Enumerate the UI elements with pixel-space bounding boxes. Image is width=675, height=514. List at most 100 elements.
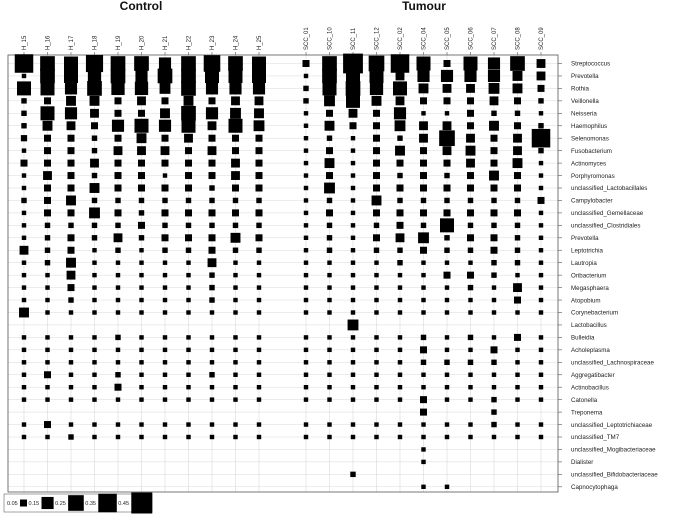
abundance-square [230, 232, 241, 243]
abundance-square [253, 120, 265, 132]
column-label: H_16 [46, 35, 52, 50]
abundance-square [444, 197, 450, 204]
abundance-square [303, 285, 309, 290]
abundance-square [421, 384, 426, 390]
abundance-square [40, 106, 55, 121]
abundance-square [40, 56, 55, 71]
abundance-square [444, 422, 450, 427]
abundance-square [209, 185, 215, 191]
abundance-square [114, 172, 122, 180]
group-title-tumour: Tumour [402, 0, 446, 13]
abundance-square [420, 346, 427, 354]
abundance-square [256, 335, 262, 340]
abundance-square [303, 135, 309, 141]
row-label: Atopobium [571, 297, 601, 304]
abundance-square [67, 147, 75, 155]
abundance-square [162, 397, 168, 402]
abundance-square [209, 360, 215, 365]
abundance-square [466, 158, 475, 168]
row-label: unclassified_Leptotrichiaceae [571, 422, 653, 429]
abundance-square [490, 234, 498, 242]
abundance-square [208, 209, 216, 217]
abundance-square [468, 434, 473, 440]
abundance-square [465, 145, 476, 156]
abundance-square [491, 384, 497, 390]
abundance-square [138, 159, 145, 167]
abundance-square [92, 335, 97, 340]
abundance-square [185, 234, 192, 242]
row-label: Capnocytophaga [571, 484, 618, 491]
abundance-square [115, 260, 121, 265]
group-title-control: Control [120, 0, 163, 13]
abundance-square [232, 134, 239, 142]
abundance-square [139, 397, 144, 402]
abundance-square [89, 207, 100, 219]
abundance-square [397, 247, 403, 253]
abundance-square [208, 234, 216, 242]
abundance-square [467, 359, 474, 366]
abundance-square [327, 260, 332, 265]
abundance-square [303, 223, 309, 228]
abundance-square [467, 184, 474, 192]
abundance-square [45, 397, 50, 402]
abundance-square [418, 232, 429, 244]
abundance-square [21, 335, 27, 340]
abundance-square [512, 158, 523, 169]
abundance-square [233, 285, 238, 290]
abundance-square [44, 235, 51, 241]
abundance-square [421, 310, 426, 315]
abundance-square [209, 347, 215, 353]
abundance-square [162, 310, 168, 315]
abundance-square [421, 297, 426, 303]
abundance-square [537, 84, 545, 92]
abundance-square [160, 108, 170, 119]
abundance-square [303, 173, 309, 178]
abundance-square [21, 223, 27, 228]
abundance-square [444, 172, 450, 179]
abundance-square [21, 347, 27, 353]
abundance-square [161, 159, 169, 167]
abundance-square [538, 285, 544, 290]
abundance-square [515, 272, 520, 278]
row-label: Campylobacter [571, 198, 613, 205]
abundance-square [68, 434, 74, 440]
abundance-square [467, 247, 474, 253]
abundance-square [439, 130, 455, 147]
abundance-square [421, 285, 426, 290]
abundance-square [66, 257, 76, 268]
abundance-square [350, 223, 356, 228]
abundance-square [44, 97, 51, 105]
abundance-square [114, 159, 122, 167]
abundance-square [442, 83, 452, 93]
abundance-square [374, 335, 379, 340]
abundance-square [303, 73, 309, 79]
abundance-square [115, 422, 121, 427]
abundance-square [113, 146, 123, 156]
abundance-square [186, 347, 191, 353]
abundance-square [515, 422, 520, 427]
abundance-square [207, 146, 217, 156]
abundance-square [490, 246, 498, 254]
legend-label: 0.05 [7, 501, 18, 507]
abundance-square [186, 372, 191, 377]
abundance-square [536, 71, 546, 81]
abundance-square [463, 56, 478, 71]
legend-square [41, 496, 54, 510]
row-label: Neisseria [571, 111, 597, 118]
abundance-square [444, 285, 450, 290]
abundance-square [374, 360, 379, 365]
abundance-square [209, 310, 215, 315]
abundance-square [374, 347, 379, 353]
abundance-square [186, 285, 191, 290]
abundance-square [468, 397, 473, 402]
abundance-square [514, 172, 521, 180]
abundance-square [21, 260, 27, 265]
abundance-square [467, 97, 474, 105]
abundance-square [515, 397, 520, 402]
abundance-square [115, 297, 121, 303]
abundance-square [324, 158, 335, 169]
abundance-square [228, 56, 243, 71]
abundance-square [255, 184, 263, 192]
abundance-square [397, 384, 403, 390]
abundance-square [185, 172, 192, 180]
